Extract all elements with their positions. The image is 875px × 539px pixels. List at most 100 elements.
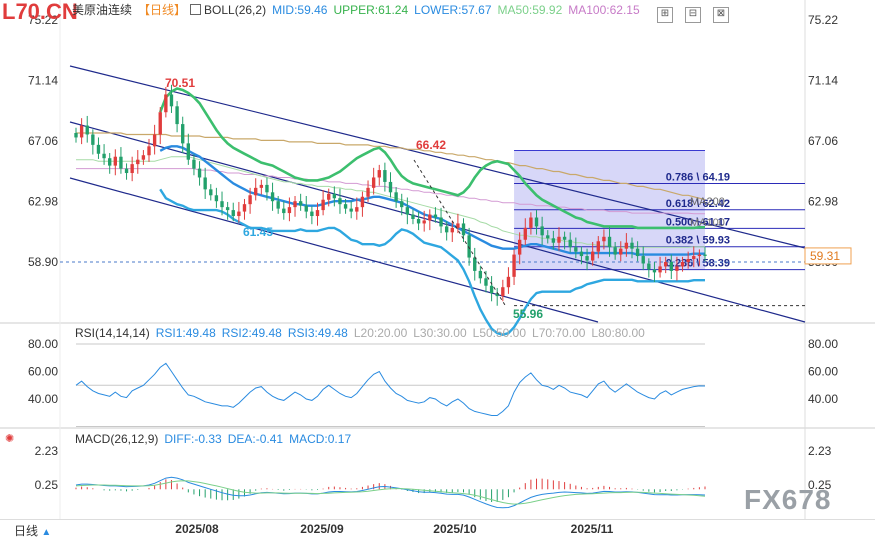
caret-up-icon: ▲: [41, 527, 52, 538]
rsi-tick-left: 60.00: [28, 365, 58, 379]
candle-body: [388, 181, 393, 193]
candle-body: [293, 201, 297, 208]
candle-body: [692, 256, 696, 260]
x-tick-label: 2025/10: [433, 522, 477, 536]
candle-body: [428, 214, 432, 221]
rsi-tick-right: 80.00: [808, 337, 838, 351]
candle-body: [141, 155, 146, 160]
candle-body: [349, 208, 353, 212]
candle-body: [607, 236, 612, 248]
close-icon[interactable]: ⊠: [713, 7, 729, 23]
candle-body: [450, 227, 454, 233]
rsi-l70: L70:70.00: [532, 326, 586, 340]
candle-body: [164, 94, 168, 113]
y-tick-right: 71.14: [808, 74, 838, 88]
main-header: L70.CN 美原油连续 【日线】 BOLL(26,2) MID:59.46 UPPER…: [0, 0, 805, 24]
candle-body: [405, 207, 410, 215]
candle-body: [360, 196, 365, 208]
candle-body: [613, 247, 617, 255]
candle-body: [113, 156, 117, 166]
candle-body: [619, 248, 623, 255]
watermark-logo: FX678: [744, 484, 832, 515]
boll-indicator-icon[interactable]: [190, 4, 202, 15]
rsi-l80: L80:80.00: [591, 326, 645, 340]
candle-body: [259, 184, 264, 188]
candle-body: [501, 287, 505, 297]
macd-diff-line: [75, 476, 706, 509]
restore-icon[interactable]: ⊟: [685, 7, 701, 23]
candle-body: [96, 144, 101, 154]
candle-body: [248, 195, 252, 205]
candle-body: [181, 124, 185, 144]
candle-body: [686, 259, 690, 262]
candle-body: [664, 262, 668, 267]
candle-body: [647, 263, 651, 270]
candle-body: [147, 146, 151, 156]
rsi1-value: RSI1:49.48: [155, 326, 216, 340]
candle-body: [298, 201, 303, 206]
candle-body: [383, 170, 387, 182]
macd-header: MACD(26,12,9) DIFF:-0.33 DEA:-0.41 MACD:0.1…: [75, 432, 357, 446]
candle-body: [675, 266, 679, 271]
macd-tick-right: 0.25: [808, 478, 832, 492]
x-tick-label: 2025/09: [300, 522, 344, 536]
candle-body: [276, 201, 280, 209]
boll-upper: UPPER:61.24: [333, 3, 409, 17]
rsi-tick-right: 40.00: [808, 392, 838, 406]
channel-middle-line: [69, 121, 806, 323]
candle-body: [523, 227, 527, 240]
candle-body: [79, 125, 84, 138]
candle-body: [568, 239, 572, 248]
candle-body: [517, 239, 522, 255]
candle-body: [579, 251, 584, 257]
maximize-icon[interactable]: ⊞: [657, 7, 673, 23]
candle-body: [602, 236, 606, 242]
bottom-bar: 日线 ▲: [0, 519, 875, 538]
rsi-line: [75, 362, 706, 416]
macd-value: MACD:0.17: [289, 432, 352, 446]
settings-icon[interactable]: ✺: [5, 433, 15, 445]
candle-body: [366, 187, 370, 197]
y-tick-left: 75.22: [28, 13, 58, 27]
candle-body: [456, 223, 460, 228]
fib-label: 0.618 \ 62.42: [666, 198, 730, 210]
candle-body: [484, 278, 488, 286]
symbol-code: L70.CN: [2, 0, 78, 24]
current-price-tag: [804, 247, 852, 265]
fib-label: 0.236 \ 58.39: [666, 258, 730, 270]
candle-body: [439, 217, 443, 227]
candle-body: [169, 94, 174, 107]
ma200-tag: MA200: [690, 196, 725, 208]
boll-label: BOLL(26,2): [204, 3, 267, 17]
instrument-name: 美原油连续: [72, 3, 133, 17]
candle-body: [630, 242, 634, 249]
candle-body: [265, 184, 269, 193]
high-annotation: 70.51: [165, 76, 195, 90]
y-tick-left: 71.14: [28, 74, 58, 88]
x-tick-label: 2025/08: [175, 522, 219, 536]
candle-body: [327, 193, 331, 200]
period-badge[interactable]: 【日线】: [138, 3, 187, 17]
rsi-l50: L50:50.00: [472, 326, 527, 340]
candle-body: [91, 134, 95, 145]
boll-lower: LOWER:57.67: [414, 3, 492, 17]
fib-label: 0.786 \ 64.19: [666, 172, 730, 184]
candle-body: [197, 168, 202, 178]
ma50-label: MA50:59.92: [497, 3, 563, 17]
y-tick-left: 67.06: [28, 134, 58, 148]
candle-body: [203, 177, 207, 190]
candle-body: [254, 187, 258, 196]
candle-body: [338, 198, 342, 205]
macd-tick-right: 2.23: [808, 444, 832, 458]
candle-body: [478, 270, 483, 279]
timeframe-selector[interactable]: 日线 ▲: [14, 524, 52, 538]
candle-body: [635, 248, 640, 257]
candle-body: [557, 236, 561, 243]
y-tick-right: 67.06: [808, 134, 838, 148]
fib-anchor-line: [413, 159, 506, 306]
candle-body: [136, 159, 140, 165]
y-tick-left: 62.98: [28, 195, 58, 209]
ma100-tag: MA100: [690, 217, 725, 229]
